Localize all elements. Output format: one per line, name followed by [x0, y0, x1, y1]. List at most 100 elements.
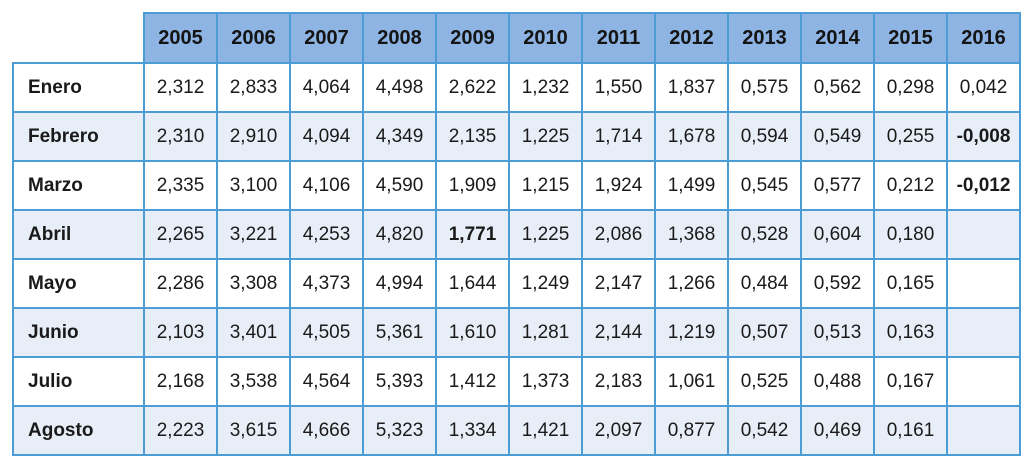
value-cell: [946, 356, 1021, 407]
value-cell: 3,308: [216, 258, 291, 309]
value-cell: 4,666: [289, 405, 364, 456]
value-cell: 2,312: [143, 62, 218, 113]
table-row: Enero 2,312 2,833 4,064 4,498 2,622 1,232 1,550…: [12, 62, 1021, 113]
value-cell: 1,373: [508, 356, 583, 407]
value-cell: [946, 209, 1021, 260]
value-cell: 0,604: [800, 209, 875, 260]
value-cell: 1,225: [508, 111, 583, 162]
value-cell: 0,592: [800, 258, 875, 309]
value-cell: 0,042: [946, 62, 1021, 113]
value-cell: 1,215: [508, 160, 583, 211]
value-cell: 1,421: [508, 405, 583, 456]
year-header-2005: 2005: [143, 12, 218, 64]
value-cell: 0,562: [800, 62, 875, 113]
value-cell: 0,575: [727, 62, 802, 113]
value-cell: [946, 307, 1021, 358]
value-cell: 2,103: [143, 307, 218, 358]
value-cell: 4,094: [289, 111, 364, 162]
month-label: Febrero: [12, 111, 145, 162]
value-cell: 0,525: [727, 356, 802, 407]
value-cell: 0,513: [800, 307, 875, 358]
table-row: Febrero 2,310 2,910 4,094 4,349 2,135 1,225 1,7…: [12, 111, 1021, 162]
value-cell: 4,253: [289, 209, 364, 260]
value-cell: 1,266: [654, 258, 729, 309]
value-cell: 0,488: [800, 356, 875, 407]
value-cell: 0,507: [727, 307, 802, 358]
month-label: Marzo: [12, 160, 145, 211]
value-cell: 0,180: [873, 209, 948, 260]
monthly-yearly-data-table-container: 2005 2006 2007 2008 2009 2010 2011 2012 2013 2014…: [12, 12, 1021, 456]
year-header-2013: 2013: [727, 12, 802, 64]
value-cell: 1,771: [435, 209, 510, 260]
value-cell: 1,837: [654, 62, 729, 113]
value-cell: 4,498: [362, 62, 437, 113]
value-cell: 2,335: [143, 160, 218, 211]
value-cell: 2,910: [216, 111, 291, 162]
value-cell: 0,484: [727, 258, 802, 309]
year-header-2011: 2011: [581, 12, 656, 64]
year-header-2009: 2009: [435, 12, 510, 64]
value-cell: 5,323: [362, 405, 437, 456]
table-row: Julio 2,168 3,538 4,564 5,393 1,412 1,373 2,183…: [12, 356, 1021, 407]
corner-cell: [13, 13, 144, 63]
year-header-2015: 2015: [873, 12, 948, 64]
year-header-2016: 2016: [946, 12, 1021, 64]
year-header-2006: 2006: [216, 12, 291, 64]
value-cell: 0,167: [873, 356, 948, 407]
value-cell: 5,361: [362, 307, 437, 358]
value-cell: 2,168: [143, 356, 218, 407]
value-cell: 0,255: [873, 111, 948, 162]
value-cell: 0,594: [727, 111, 802, 162]
table-header: 2005 2006 2007 2008 2009 2010 2011 2012 2013 2014…: [13, 12, 1021, 64]
value-cell: 0,528: [727, 209, 802, 260]
value-cell: 1,225: [508, 209, 583, 260]
value-cell: 2,310: [143, 111, 218, 162]
year-header-2014: 2014: [800, 12, 875, 64]
value-cell: 0,298: [873, 62, 948, 113]
value-cell: 4,564: [289, 356, 364, 407]
month-label: Junio: [12, 307, 145, 358]
value-cell: 2,144: [581, 307, 656, 358]
table-row: Mayo 2,286 3,308 4,373 4,994 1,644 1,249 2,147 1…: [12, 258, 1021, 309]
value-cell: 4,994: [362, 258, 437, 309]
value-cell: 2,147: [581, 258, 656, 309]
value-cell: 2,265: [143, 209, 218, 260]
value-cell: 0,877: [654, 405, 729, 456]
table-row: Marzo 2,335 3,100 4,106 4,590 1,909 1,215 1,924…: [12, 160, 1021, 211]
value-cell: 1,232: [508, 62, 583, 113]
value-cell: 1,714: [581, 111, 656, 162]
value-cell: 2,286: [143, 258, 218, 309]
value-cell: 1,678: [654, 111, 729, 162]
value-cell: 4,064: [289, 62, 364, 113]
value-cell: 2,183: [581, 356, 656, 407]
table-body: Enero 2,312 2,833 4,064 4,498 2,622 1,232 1,550…: [12, 62, 1021, 456]
value-cell: 3,100: [216, 160, 291, 211]
value-cell: 1,334: [435, 405, 510, 456]
value-cell: 2,097: [581, 405, 656, 456]
monthly-yearly-data-table: 2005 2006 2007 2008 2009 2010 2011 2012 2013 2014…: [12, 12, 1021, 456]
value-cell: 1,909: [435, 160, 510, 211]
value-cell: 0,577: [800, 160, 875, 211]
value-cell: 3,401: [216, 307, 291, 358]
year-header-2007: 2007: [289, 12, 364, 64]
value-cell: 4,505: [289, 307, 364, 358]
value-cell: 0,469: [800, 405, 875, 456]
value-cell: 1,249: [508, 258, 583, 309]
value-cell: 0,163: [873, 307, 948, 358]
value-cell: 1,550: [581, 62, 656, 113]
value-cell: 2,223: [143, 405, 218, 456]
value-cell: 1,219: [654, 307, 729, 358]
value-cell: 1,281: [508, 307, 583, 358]
value-cell: 4,106: [289, 160, 364, 211]
value-cell: 0,542: [727, 405, 802, 456]
value-cell: -0,008: [946, 111, 1021, 162]
value-cell: 4,820: [362, 209, 437, 260]
value-cell: 5,393: [362, 356, 437, 407]
value-cell: 4,349: [362, 111, 437, 162]
year-header-2012: 2012: [654, 12, 729, 64]
value-cell: 0,545: [727, 160, 802, 211]
value-cell: 2,135: [435, 111, 510, 162]
value-cell: 0,161: [873, 405, 948, 456]
month-label: Enero: [12, 62, 145, 113]
month-label: Julio: [12, 356, 145, 407]
